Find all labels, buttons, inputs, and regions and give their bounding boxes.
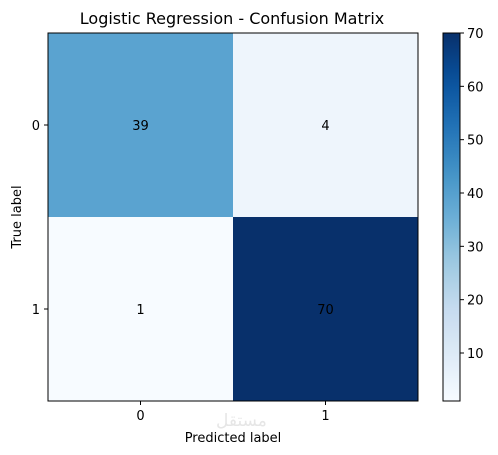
x-tick-label: 1 xyxy=(321,409,329,424)
x-axis-label: Predicted label xyxy=(185,431,282,446)
colorbar-tick-label: 60 xyxy=(467,80,484,95)
cell-value-label: 39 xyxy=(132,119,149,134)
colorbar-tick-label: 10 xyxy=(467,347,484,362)
watermark-text: مستقل xyxy=(216,411,267,431)
colorbar xyxy=(442,32,461,402)
cell-value-label: 70 xyxy=(317,303,334,318)
y-axis-label: True label xyxy=(10,185,25,249)
colorbar-tick-label: 70 xyxy=(467,27,484,42)
chart-title: Logistic Regression - Confusion Matrix xyxy=(80,9,384,28)
plot-frame xyxy=(47,32,419,402)
cell-value-label: 4 xyxy=(321,119,329,134)
heatmap-cell xyxy=(233,33,418,217)
y-tick-label: 1 xyxy=(32,303,40,318)
heatmap-cell xyxy=(48,33,233,217)
colorbar-tick-label: 50 xyxy=(467,134,484,149)
heatmap-cell xyxy=(48,217,233,401)
colorbar-tick-label: 40 xyxy=(467,187,484,202)
x-tick-label: 0 xyxy=(136,409,144,424)
heatmap-cell-labels: 39 4 1 70 xyxy=(132,119,334,318)
colorbar-tick-label: 20 xyxy=(467,294,484,309)
heatmap-cells xyxy=(48,33,418,401)
y-tick-label: 0 xyxy=(32,119,40,134)
y-axis-ticks: 01 xyxy=(32,119,48,318)
cell-value-label: 1 xyxy=(136,303,144,318)
heatmap-cell xyxy=(233,217,418,401)
colorbar-ticks: 10 20 30 40 50 60 70 xyxy=(460,27,484,362)
colorbar-tick-label: 30 xyxy=(467,240,484,255)
